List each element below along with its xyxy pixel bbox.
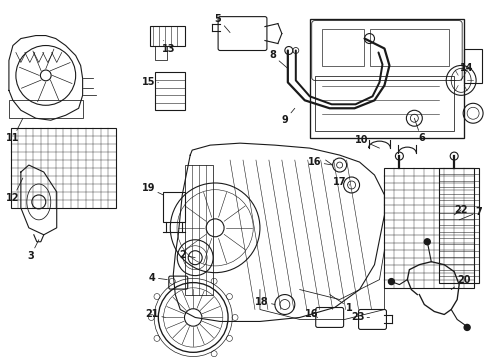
Text: 11: 11 — [6, 118, 23, 143]
Text: 16: 16 — [305, 310, 318, 319]
Text: 22: 22 — [454, 205, 468, 215]
Text: 12: 12 — [6, 178, 23, 203]
Circle shape — [464, 324, 470, 330]
Text: 18: 18 — [255, 297, 275, 306]
Bar — [150, 26, 185, 45]
Text: 3: 3 — [27, 240, 39, 261]
Bar — [163, 192, 185, 222]
Text: 20: 20 — [451, 275, 471, 289]
Text: 23: 23 — [351, 312, 369, 323]
Bar — [322, 28, 364, 67]
Text: 16: 16 — [308, 157, 333, 167]
Text: 14: 14 — [461, 63, 474, 80]
Text: 5: 5 — [215, 14, 230, 32]
Bar — [385, 168, 474, 288]
Text: 1: 1 — [330, 294, 353, 312]
Bar — [464, 49, 482, 84]
Text: 8: 8 — [270, 50, 288, 68]
Bar — [155, 72, 185, 110]
Bar — [9, 100, 83, 118]
Text: 4: 4 — [149, 273, 167, 283]
Text: 21: 21 — [146, 310, 165, 319]
Text: 2: 2 — [179, 250, 195, 260]
Circle shape — [389, 279, 394, 285]
Text: 7: 7 — [459, 207, 483, 220]
Bar — [439, 168, 479, 283]
Text: 19: 19 — [142, 183, 163, 195]
Bar — [11, 128, 116, 208]
Text: 9: 9 — [281, 108, 295, 125]
Text: 6: 6 — [415, 118, 425, 143]
Bar — [310, 19, 464, 138]
Text: 10: 10 — [355, 135, 379, 148]
Bar — [369, 28, 449, 67]
Text: 13: 13 — [162, 41, 175, 54]
Bar — [155, 45, 167, 60]
Text: 17: 17 — [333, 177, 349, 187]
Text: 15: 15 — [142, 77, 158, 87]
Bar — [315, 76, 454, 131]
Circle shape — [424, 239, 430, 245]
Bar — [185, 165, 213, 294]
